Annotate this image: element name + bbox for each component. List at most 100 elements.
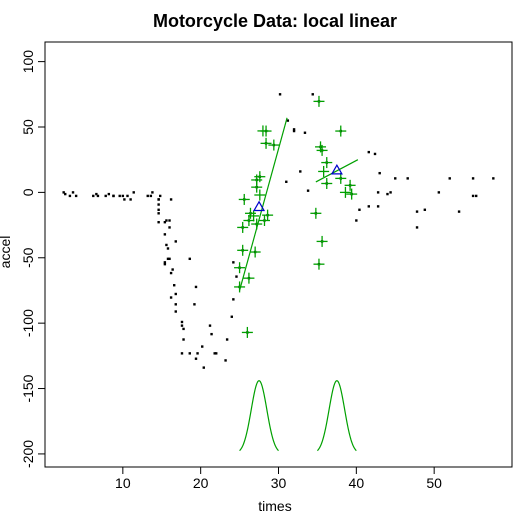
data-point xyxy=(146,194,149,198)
data-point xyxy=(168,257,171,261)
kernel-weight-curve xyxy=(316,380,357,452)
data-point xyxy=(64,192,67,196)
data-point xyxy=(157,212,160,215)
data-point xyxy=(373,152,377,156)
y-tick-label: -50 xyxy=(20,247,36,267)
data-point xyxy=(157,198,160,201)
data-point xyxy=(171,268,174,271)
window-point xyxy=(234,262,246,274)
data-point xyxy=(474,194,478,198)
data-point xyxy=(386,192,389,196)
data-point xyxy=(149,194,153,198)
data-point xyxy=(121,194,125,198)
data-point xyxy=(166,257,170,261)
window-point xyxy=(346,188,358,200)
window-point xyxy=(313,258,325,270)
data-point xyxy=(182,327,185,331)
window-point xyxy=(237,244,249,256)
data-point xyxy=(107,192,111,196)
data-point xyxy=(303,131,307,134)
data-point xyxy=(168,219,171,222)
data-point xyxy=(285,180,288,183)
window-point xyxy=(268,139,280,151)
data-point xyxy=(213,352,216,355)
y-tick-label: -100 xyxy=(20,309,36,337)
window-point xyxy=(241,326,253,338)
window-point xyxy=(243,215,255,226)
data-point xyxy=(202,366,205,369)
data-point xyxy=(180,352,184,355)
y-tick-label: 100 xyxy=(20,50,36,74)
data-point xyxy=(71,191,75,194)
window-point xyxy=(262,209,274,221)
data-point xyxy=(118,194,121,198)
data-point xyxy=(174,292,177,296)
data-point xyxy=(194,285,198,289)
data-point xyxy=(74,194,78,198)
window-point xyxy=(344,179,356,191)
window-point xyxy=(321,157,333,169)
data-point xyxy=(376,205,380,208)
data-point xyxy=(92,194,95,198)
data-point xyxy=(165,219,168,222)
x-tick-label: 50 xyxy=(426,475,442,491)
data-point xyxy=(224,359,227,362)
data-point xyxy=(232,261,235,264)
data-point xyxy=(158,194,162,198)
window-point xyxy=(335,172,347,184)
data-point xyxy=(437,191,441,194)
data-point xyxy=(112,194,115,198)
x-tick-label: 10 xyxy=(115,475,131,491)
data-point xyxy=(174,310,177,313)
data-point xyxy=(188,257,191,261)
data-point xyxy=(232,298,235,301)
data-point xyxy=(201,345,204,348)
data-point xyxy=(165,243,168,247)
x-tick-label: 20 xyxy=(193,475,209,491)
window-point xyxy=(249,246,261,258)
data-point xyxy=(188,352,191,355)
data-point xyxy=(355,219,358,222)
data-point xyxy=(292,128,296,131)
x-axis-label: times xyxy=(258,498,291,514)
data-point xyxy=(169,296,173,299)
data-point xyxy=(132,191,135,194)
y-tick-label: -150 xyxy=(20,374,36,402)
window-point xyxy=(318,165,330,177)
data-point xyxy=(163,262,167,266)
data-point xyxy=(157,221,160,224)
data-point xyxy=(163,233,167,236)
data-point xyxy=(457,210,461,213)
data-point xyxy=(376,191,380,194)
data-point xyxy=(182,338,185,341)
data-point xyxy=(168,226,171,229)
data-point xyxy=(129,198,132,201)
data-point xyxy=(157,203,160,206)
data-point xyxy=(210,332,213,336)
data-point xyxy=(306,189,310,192)
window-point xyxy=(234,281,246,293)
plot-frame xyxy=(44,41,513,468)
window-point xyxy=(254,189,266,201)
local-linear-fit-line xyxy=(315,159,359,183)
data-point xyxy=(389,191,392,194)
data-point xyxy=(169,198,173,201)
data-point xyxy=(180,320,184,324)
data-point xyxy=(225,338,229,341)
window-point xyxy=(321,177,333,189)
data-point xyxy=(423,208,427,211)
data-point xyxy=(180,324,184,327)
window-point xyxy=(316,144,328,156)
data-point xyxy=(126,194,129,198)
x-tick-label: 30 xyxy=(271,475,287,491)
data-point xyxy=(157,208,160,211)
data-point xyxy=(471,177,475,180)
x-tick-label: 40 xyxy=(349,475,365,491)
kernel-weight-curve xyxy=(239,380,279,452)
data-point xyxy=(415,210,419,213)
data-point xyxy=(174,240,177,243)
window-point xyxy=(335,125,347,137)
data-point xyxy=(166,247,170,250)
window-point xyxy=(243,272,255,284)
